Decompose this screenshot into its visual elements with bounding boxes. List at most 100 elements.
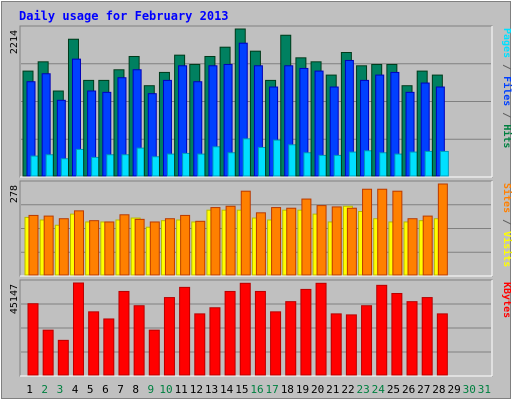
y-axis-label-part: Hits bbox=[501, 124, 512, 148]
x-tick-label-26: 26 bbox=[402, 383, 415, 396]
x-tick-label-16: 16 bbox=[250, 383, 263, 396]
x-tick-label-24: 24 bbox=[372, 383, 386, 396]
bar-kbytes-day-5 bbox=[88, 311, 100, 376]
y-max-label: 278 bbox=[9, 185, 20, 203]
y-max-label: 45147 bbox=[9, 284, 20, 314]
y-max-label: 2214 bbox=[9, 30, 20, 54]
bar-kbytes-day-24 bbox=[376, 284, 388, 376]
x-tick-label-14: 14 bbox=[220, 383, 234, 396]
x-tick-label-29: 29 bbox=[447, 383, 460, 396]
bar-kbytes-day-27 bbox=[421, 297, 433, 376]
y-axis-label: KBytes bbox=[501, 282, 512, 318]
bar-sites-day-5 bbox=[89, 220, 100, 276]
x-tick-label-20: 20 bbox=[311, 383, 324, 396]
bar-sites-day-3 bbox=[58, 218, 69, 276]
bar-sites-day-28 bbox=[437, 183, 448, 276]
panel-3: 45147 KBytes bbox=[9, 279, 512, 377]
x-tick-label-25: 25 bbox=[387, 383, 400, 396]
bar-sites-day-16 bbox=[255, 212, 266, 276]
y-axis-label: Pages / Files / Hits bbox=[501, 28, 512, 148]
x-tick-label-2: 2 bbox=[41, 383, 48, 396]
y-axis-label-part: Pages bbox=[501, 28, 512, 58]
bar-sites-day-11 bbox=[180, 214, 191, 276]
x-tick-label-3: 3 bbox=[57, 383, 64, 396]
bar-sites-day-7 bbox=[119, 214, 130, 276]
x-tick-label-31: 31 bbox=[478, 383, 491, 396]
y-axis-label-part: Visits bbox=[501, 231, 512, 267]
x-tick-label-19: 19 bbox=[296, 383, 309, 396]
bar-sites-day-13 bbox=[210, 207, 221, 276]
x-tick-label-9: 9 bbox=[148, 383, 155, 396]
bar-sites-day-12 bbox=[195, 220, 206, 276]
bar-kbytes-day-7 bbox=[118, 290, 130, 376]
x-tick-label-4: 4 bbox=[72, 383, 79, 396]
bar-kbytes-day-15 bbox=[239, 282, 251, 376]
x-tick-label-17: 17 bbox=[266, 383, 279, 396]
x-tick-label-27: 27 bbox=[417, 383, 430, 396]
bar-kbytes-day-21 bbox=[330, 313, 342, 376]
bar-sites-day-10 bbox=[164, 218, 175, 276]
bar-sites-day-18 bbox=[286, 207, 297, 276]
bar-pages-day-28 bbox=[439, 150, 449, 177]
y-axis-label-part: Sites bbox=[501, 183, 512, 213]
bar-kbytes-day-6 bbox=[103, 318, 115, 376]
x-tick-label-11: 11 bbox=[175, 383, 188, 396]
bar-kbytes-day-16 bbox=[254, 290, 266, 376]
panel-1: 2214 Pages / Files / Hits bbox=[9, 25, 512, 178]
bar-sites-day-22 bbox=[346, 207, 357, 276]
bar-sites-day-19 bbox=[301, 198, 312, 276]
bar-kbytes-day-18 bbox=[285, 301, 297, 376]
bar-kbytes-day-4 bbox=[72, 282, 84, 376]
bar-kbytes-day-19 bbox=[300, 288, 312, 376]
bar-kbytes-day-13 bbox=[209, 307, 221, 376]
y-axis-label-part: / bbox=[501, 106, 512, 124]
panel-2: 278 Sites / Visits bbox=[9, 180, 512, 277]
x-tick-label-22: 22 bbox=[341, 383, 354, 396]
bar-kbytes-day-1 bbox=[27, 303, 39, 376]
x-tick-label-1: 1 bbox=[26, 383, 33, 396]
bar-kbytes-day-3 bbox=[57, 339, 69, 376]
bar-sites-day-4 bbox=[73, 210, 84, 276]
bar-kbytes-day-25 bbox=[391, 292, 403, 376]
bar-kbytes-day-14 bbox=[224, 290, 236, 376]
bar-kbytes-day-20 bbox=[315, 282, 327, 376]
x-tick-label-10: 10 bbox=[159, 383, 172, 396]
bar-kbytes-day-26 bbox=[406, 301, 418, 376]
y-axis-label-part: / bbox=[501, 213, 512, 231]
x-tick-label-18: 18 bbox=[281, 383, 294, 396]
y-axis-label-part: Files bbox=[501, 76, 512, 106]
x-tick-label-12: 12 bbox=[190, 383, 203, 396]
bar-sites-day-8 bbox=[134, 218, 145, 276]
x-tick-label-15: 15 bbox=[235, 383, 248, 396]
bar-kbytes-day-23 bbox=[361, 305, 373, 376]
bar-kbytes-day-22 bbox=[345, 314, 357, 376]
bar-sites-day-14 bbox=[225, 205, 236, 276]
bar-sites-day-20 bbox=[316, 205, 327, 276]
bar-kbytes-day-28 bbox=[436, 313, 448, 376]
bar-sites-day-24 bbox=[377, 188, 388, 276]
bar-kbytes-day-10 bbox=[163, 297, 175, 376]
bar-kbytes-day-12 bbox=[194, 313, 206, 376]
bar-sites-day-1 bbox=[28, 214, 39, 276]
bar-sites-day-26 bbox=[407, 218, 418, 276]
y-axis-label-part: / bbox=[501, 58, 512, 76]
chart-title: Daily usage for February 2013 bbox=[19, 9, 229, 23]
x-tick-label-8: 8 bbox=[132, 383, 139, 396]
x-tick-label-21: 21 bbox=[326, 383, 339, 396]
x-tick-label-30: 30 bbox=[463, 383, 476, 396]
bar-sites-day-21 bbox=[331, 206, 342, 276]
bar-sites-day-17 bbox=[271, 207, 282, 276]
bar-sites-day-15 bbox=[240, 190, 251, 276]
bar-sites-day-27 bbox=[422, 215, 433, 276]
bar-kbytes-day-9 bbox=[148, 329, 160, 376]
x-tick-label-6: 6 bbox=[102, 383, 109, 396]
bar-kbytes-day-8 bbox=[133, 305, 145, 376]
bar-sites-day-9 bbox=[149, 221, 160, 276]
bar-kbytes-day-17 bbox=[270, 311, 282, 376]
x-tick-label-7: 7 bbox=[117, 383, 124, 396]
x-tick-label-23: 23 bbox=[357, 383, 370, 396]
bar-sites-day-2 bbox=[43, 215, 54, 276]
